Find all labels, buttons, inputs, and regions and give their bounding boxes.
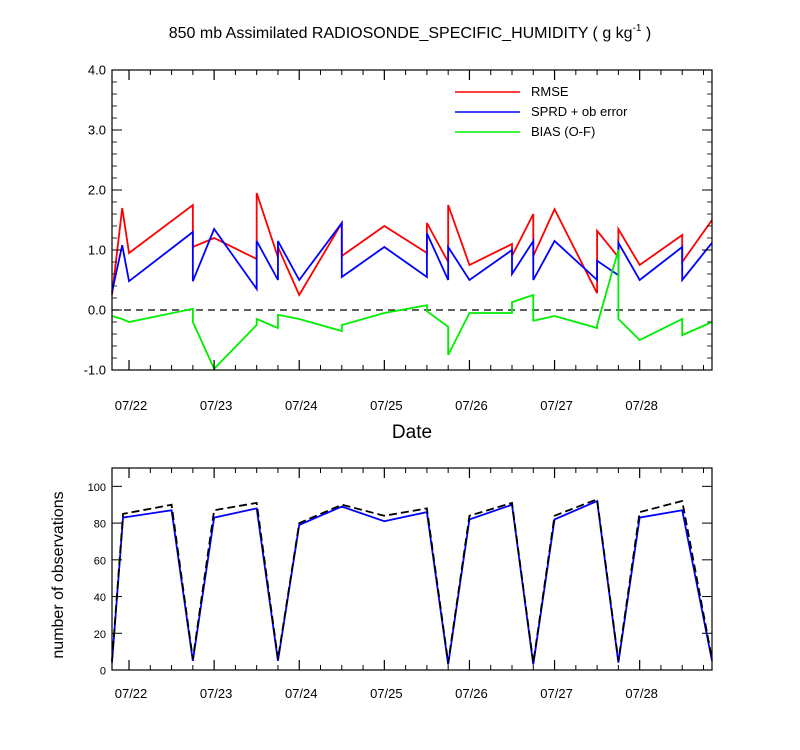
legend-label-rmse: RMSE [531,84,569,99]
y-tick-label: 60 [94,555,106,567]
y-tick-label: 80 [94,519,106,531]
chart-title-units: ( g kg [588,25,632,42]
y-tick-label: 0.0 [88,303,106,318]
x-tick-label: 07/26 [455,686,488,701]
y-tick-label: 0 [100,666,106,678]
x-tick-label: 07/25 [370,398,403,413]
bottom-ylabel: number of observations [50,491,67,658]
chart-title-main: 850 mb Assimilated RADIOSONDE_SPECIFIC_H… [169,25,589,42]
y-tick-label: -1.0 [84,363,106,378]
bottom-plot-frame [111,467,713,671]
x-tick-label: 07/25 [370,686,403,701]
y-tick-label: 2.0 [88,183,106,198]
x-tick-label: 07/28 [625,686,658,701]
series-line-sprd-ob-error [111,220,713,293]
x-tick-label: 07/24 [285,686,318,701]
top-panel: -1.0 0.0 1.0 2.0 3.0 4.0 07/22 07/23 07/24 07/25 0… [84,63,713,443]
chart-title: 850 mb Assimilated RADIOSONDE_SPECIFIC_H… [169,23,652,42]
top-xlabel: Date [392,422,432,443]
x-tick-label: 07/22 [115,398,148,413]
x-tick-label: 07/23 [200,686,233,701]
x-tick-label: 07/27 [540,686,573,701]
top-plot-marks [111,192,713,371]
y-tick-label: 100 [88,482,106,494]
x-tick-label: 07/22 [115,686,148,701]
y-tick-label: 3.0 [88,123,106,138]
series-line-rmse [111,192,713,297]
x-tick-label: 07/28 [625,398,658,413]
top-axis-ticks: -1.0 0.0 1.0 2.0 3.0 4.0 07/22 07/23 07/24 07/25 0… [84,63,712,413]
chart-title-units-close: ) [641,25,651,42]
y-tick-label: 4.0 [88,63,106,78]
y-tick-label: 20 [94,629,106,641]
series-line-observations-possible [111,497,713,663]
bottom-axis-ticks: 0 20 40 60 80 100 07/22 07/23 07/24 07/25 07/26 07/… [88,468,712,701]
legend-label-sprd: SPRD + ob error [531,104,628,119]
top-plot-frame [111,69,713,371]
y-tick-label: 40 [94,592,106,604]
y-tick-label: 1.0 [88,243,106,258]
legend-label-bias: BIAS (O-F) [531,124,595,139]
x-tick-label: 07/27 [540,398,573,413]
chart-title-units-exponent: -1 [633,23,642,34]
bottom-plot-marks [111,497,713,665]
series-line-bias-o-f [111,249,713,371]
x-tick-label: 07/26 [455,398,488,413]
legend: RMSE SPRD + ob error BIAS (O-F) [455,84,628,139]
bottom-panel: 0 20 40 60 80 100 07/22 07/23 07/24 07/25 07/26 07/… [50,467,713,701]
x-tick-label: 07/23 [200,398,233,413]
x-tick-label: 07/24 [285,398,318,413]
